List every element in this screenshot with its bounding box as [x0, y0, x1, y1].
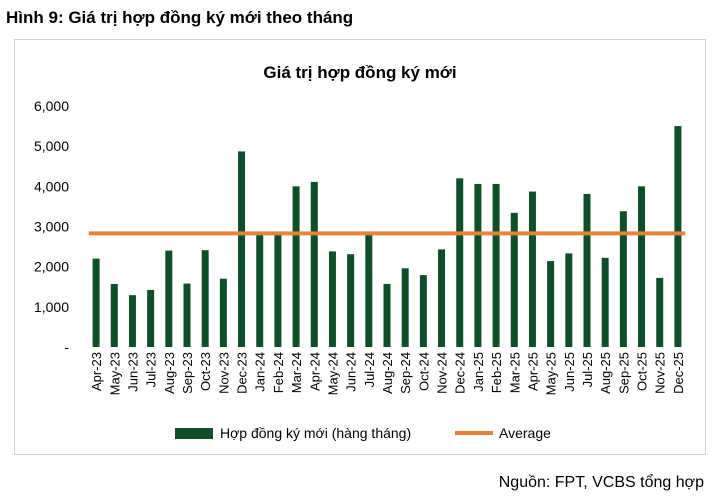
bar: [147, 289, 155, 347]
bar: [292, 186, 300, 347]
x-tick-label: Jan-25: [471, 352, 486, 392]
bar: [547, 261, 555, 347]
bar: [656, 277, 664, 347]
y-tick-label: 4,000: [34, 178, 69, 194]
bar: [601, 257, 609, 347]
x-tick-label: Dec-24: [453, 352, 468, 394]
bar: [401, 268, 409, 347]
bar: [238, 151, 246, 347]
x-tick-label: Nov-25: [653, 352, 668, 394]
x-tick-label: Apr-25: [525, 352, 540, 391]
x-tick-label: Oct-25: [635, 352, 650, 391]
x-tick-label: Jan-24: [253, 352, 268, 392]
bar: [583, 193, 591, 347]
bar: [328, 251, 336, 347]
bar: [347, 254, 355, 347]
x-tick-label: Jun-23: [125, 352, 140, 392]
y-tick-label: 1,000: [34, 299, 69, 315]
x-tick-label: Oct-23: [198, 352, 213, 391]
bar: [110, 283, 118, 347]
x-tick-label: Jun-24: [344, 352, 359, 392]
y-tick-label: 3,000: [34, 219, 69, 235]
y-tick-label: 2,000: [34, 259, 69, 275]
x-tick-label: Mar-24: [289, 352, 304, 393]
x-tick-label: Nov-24: [435, 352, 450, 394]
x-tick-label: Aug-25: [598, 352, 613, 394]
x-tick-label: Dec-23: [235, 352, 250, 394]
bar: [201, 250, 209, 347]
y-tick-label: 5,000: [34, 138, 69, 154]
bar-series: [92, 126, 682, 347]
x-tick-label: May-24: [325, 352, 340, 395]
y-tick-label: 6,000: [34, 98, 69, 114]
x-tick-label: Sep-23: [180, 352, 195, 394]
chart-frame: Giá trị hợp đồng ký mới - 1,000 2,000 3,000…: [14, 39, 706, 455]
x-tick-label: Aug-23: [162, 352, 177, 394]
x-tick-label: Sep-25: [616, 352, 631, 394]
bar: [619, 211, 627, 347]
bar: [456, 178, 464, 347]
legend-average-label: Average: [499, 425, 551, 441]
bar: [565, 253, 573, 347]
source-note: Nguồn: FPT, VCBS tổng hợp: [498, 474, 704, 491]
bar: [310, 181, 318, 347]
legend-bar-swatch: [175, 428, 213, 439]
bar: [256, 231, 264, 347]
bar: [383, 283, 391, 347]
bar: [674, 126, 682, 347]
bar: [219, 278, 227, 347]
x-tick-label: Jul-24: [362, 352, 377, 387]
bar: [638, 186, 646, 347]
x-tick-label: Apr-24: [307, 352, 322, 391]
bar: [474, 183, 482, 347]
bar: [419, 275, 427, 347]
x-axis-ticks: Apr-23 May-23 Jun-23 Jul-23 Aug-23 Sep-23 Oct-…: [89, 352, 686, 395]
x-tick-label: Jul-23: [144, 352, 159, 387]
bar: [92, 258, 100, 347]
x-tick-label: Oct-24: [416, 352, 431, 391]
x-tick-label: Feb-24: [271, 352, 286, 393]
bar: [528, 191, 536, 347]
x-tick-label: May-23: [107, 352, 122, 395]
x-tick-label: Feb-25: [489, 352, 504, 393]
bar: [510, 212, 518, 347]
bar: [365, 234, 373, 347]
y-tick-label: -: [64, 339, 69, 355]
x-tick-label: Jul-25: [580, 352, 595, 387]
bar: [165, 250, 173, 347]
bar: [274, 232, 282, 347]
chart-title: Giá trị hợp đồng ký mới: [263, 63, 456, 82]
bar: [438, 249, 446, 347]
x-tick-label: Mar-25: [507, 352, 522, 393]
x-tick-label: Sep-24: [398, 352, 413, 394]
y-axis-ticks: - 1,000 2,000 3,000 4,000 5,000 6,000: [34, 98, 69, 355]
legend: Hợp đồng ký mới (hàng tháng) Average: [175, 425, 551, 441]
legend-bar-label: Hợp đồng ký mới (hàng tháng): [220, 425, 411, 441]
bar: [183, 283, 191, 347]
chart-svg: Giá trị hợp đồng ký mới - 1,000 2,000 3,000…: [34, 63, 686, 441]
x-tick-label: Jun-25: [562, 352, 577, 392]
bar: [128, 295, 136, 347]
x-tick-label: Nov-23: [216, 352, 231, 394]
figure-title: Hình 9: Giá trị hợp đồng ký mới theo thá…: [6, 8, 354, 27]
x-tick-label: Dec-25: [671, 352, 686, 394]
bar: [492, 183, 500, 347]
x-tick-label: Aug-24: [380, 352, 395, 394]
x-tick-label: Apr-23: [89, 352, 104, 391]
x-tick-label: May-25: [544, 352, 559, 395]
